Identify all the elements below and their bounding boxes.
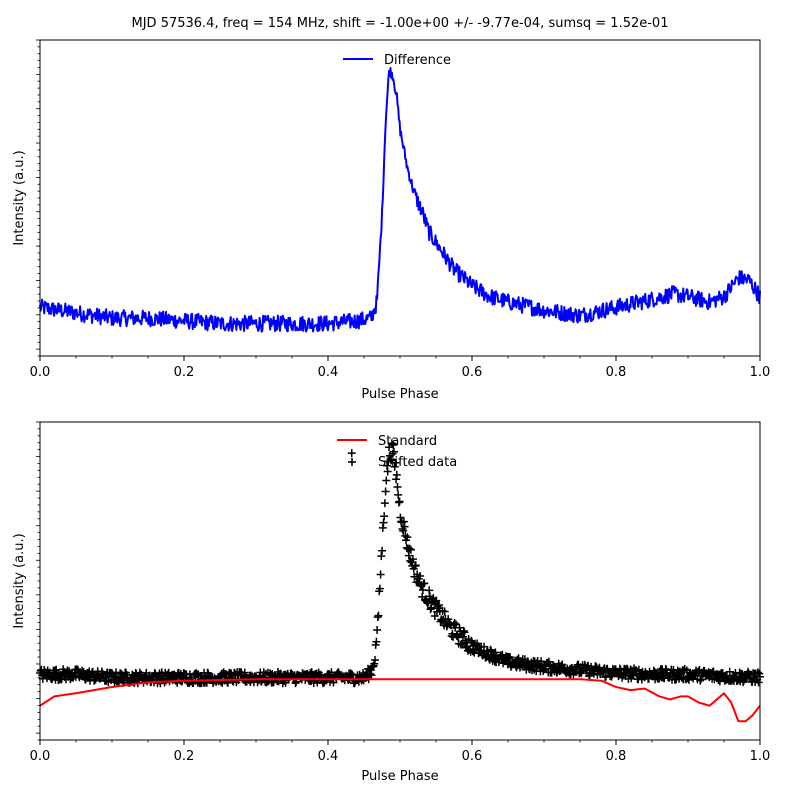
x-tick-label: 0.6 (462, 365, 483, 380)
figure-title: MJD 57536.4, freq = 154 MHz, shift = -1.… (132, 16, 669, 31)
shifted-data-point (392, 470, 401, 479)
shifted-data-point (390, 447, 398, 456)
shifted-data-point (394, 490, 403, 499)
shifted-data-point (375, 584, 384, 593)
shifted-data-point (347, 449, 356, 458)
shifted-data-point (405, 544, 414, 553)
x-ticks-1: 0.0 0.2 0.4 0.6 0.8 1.0 (30, 356, 771, 380)
shifted-data-point (387, 456, 396, 465)
shifted-data-point (240, 668, 249, 677)
shifted-data-point (416, 572, 425, 580)
shifted-data-point (373, 626, 382, 634)
y-axis-label-2: Intensity (a.u.) (12, 533, 27, 628)
shifted-data-point (391, 458, 400, 467)
shifted-data-point (377, 552, 386, 561)
difference-line (39, 66, 761, 333)
shifted-data-point (427, 603, 436, 612)
difference-series-group (39, 66, 761, 333)
axes-frame-1 (39, 39, 761, 357)
shifted-data-point (460, 628, 469, 637)
x-tick-label: 0.8 (606, 749, 627, 764)
shifted-data-point (420, 579, 429, 588)
shifted-data-point (480, 642, 489, 651)
y-axis-label-1: Intensity (a.u.) (12, 150, 27, 245)
x-ticks-2: 0.0 0.2 0.4 0.6 0.8 1.0 (30, 740, 771, 764)
shifted-data-point (403, 533, 412, 542)
legend-2: Standard Shifted data (337, 434, 457, 470)
shifted-data-point (506, 653, 515, 662)
shifted-data-point (432, 596, 441, 605)
y-ticks-1 (36, 39, 40, 357)
shifted-data-point (382, 476, 391, 485)
shifted-data-point (380, 512, 389, 521)
shifted-data-point (387, 439, 396, 448)
shifted-data-point (409, 555, 417, 564)
x-tick-label: 0.0 (30, 365, 51, 380)
legend-label-shifted: Shifted data (378, 455, 457, 470)
x-tick-label: 0.0 (30, 749, 51, 764)
panel-shifted: 0.0 0.2 0.4 0.6 0.8 1.0 Pulse Phase Intensity… (12, 421, 771, 784)
shifted-data-point (411, 561, 420, 570)
shifted-data-point (400, 522, 409, 531)
x-axis-label-1: Pulse Phase (361, 387, 438, 402)
x-tick-label: 0.6 (462, 749, 483, 764)
shifted-data-series-group (36, 439, 764, 688)
standard-series-group (39, 678, 761, 723)
shifted-data-point (374, 611, 383, 620)
x-tick-label: 1.0 (750, 749, 771, 764)
legend-1: Difference (343, 53, 451, 68)
shifted-data-point (754, 678, 763, 687)
x-tick-label: 0.4 (318, 749, 339, 764)
legend-label-difference: Difference (384, 53, 451, 68)
x-tick-label: 0.2 (174, 749, 195, 764)
shifted-data-point (372, 637, 381, 646)
shifted-data-point (367, 671, 376, 680)
shifted-data-point (376, 570, 385, 579)
plot-area-1 (39, 66, 761, 333)
shifted-data-point (725, 667, 734, 676)
shifted-data-point (437, 616, 446, 625)
shifted-data-point (491, 648, 500, 657)
shifted-data-point (383, 467, 392, 476)
legend-swatch-shifted (348, 458, 356, 466)
standard-line (39, 678, 761, 723)
shifted-data-point (440, 607, 449, 616)
x-axis-label-2: Pulse Phase (361, 769, 438, 784)
shifted-data-point (371, 656, 379, 664)
shifted-data-point (406, 545, 415, 554)
y-ticks-2 (36, 421, 40, 741)
shifted-data-point (395, 497, 404, 506)
plot-area-2 (36, 439, 764, 723)
shifted-data-point (399, 526, 408, 535)
legend-label-standard: Standard (378, 434, 437, 449)
x-tick-label: 1.0 (750, 365, 771, 380)
x-tick-label: 0.2 (174, 365, 195, 380)
shifted-data-point (473, 641, 482, 650)
panel-difference: 0.0 0.2 0.4 0.6 0.8 1.0 Pulse Phase Intensity… (12, 39, 771, 402)
shifted-data-point (381, 487, 390, 496)
shifted-data-point (388, 449, 397, 458)
shifted-data-point (389, 441, 398, 449)
shifted-data-point (378, 546, 387, 555)
shifted-data-point (393, 483, 402, 491)
shifted-data-point (380, 499, 389, 508)
shifted-data-point (404, 551, 413, 560)
x-tick-label: 0.4 (318, 365, 339, 380)
x-tick-label: 0.8 (606, 365, 627, 380)
shifted-data-point (430, 612, 439, 620)
shifted-data-point (753, 668, 762, 677)
